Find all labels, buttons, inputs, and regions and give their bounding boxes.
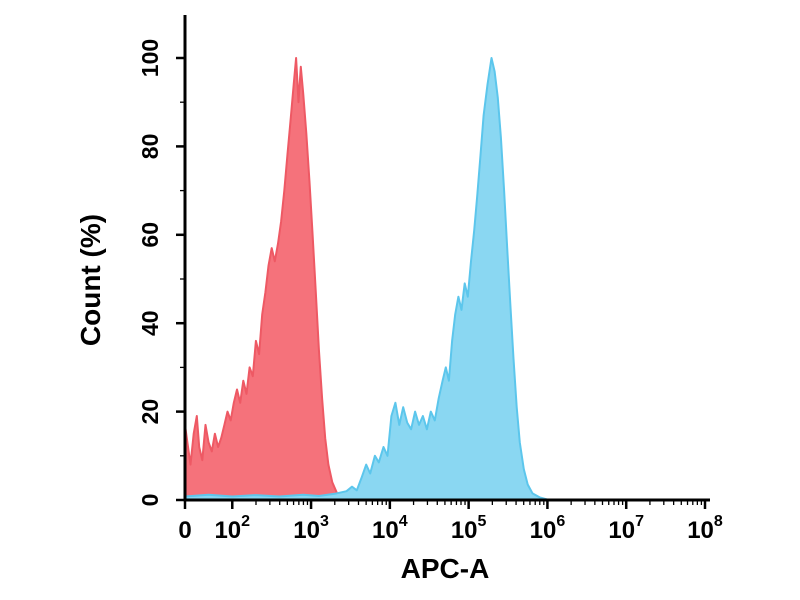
x-tick-label: 103	[293, 513, 329, 544]
tick-label-layer: 0 102 103 104 105 106 107 108 0 20 40 60 80 100	[137, 39, 723, 544]
x-tick-label: 106	[530, 513, 566, 544]
y-tick-label: 100	[137, 39, 163, 77]
x-tick-label: 105	[451, 513, 487, 544]
y-tick-label: 60	[137, 222, 163, 248]
x-tick-label: 108	[687, 513, 723, 544]
series-layer	[184, 57, 550, 501]
x-tick-label: 102	[214, 513, 250, 544]
x-axis-title: APC-A	[401, 553, 490, 584]
red-control-histogram-curve	[184, 57, 352, 501]
y-tick-label: 40	[137, 310, 163, 336]
x-tick-label: 107	[608, 513, 644, 544]
y-axis-title: Count (%)	[75, 214, 106, 346]
tick-layer	[176, 56, 707, 509]
x-tick-label: 0	[178, 517, 191, 544]
y-tick-label: 20	[137, 399, 163, 425]
x-tick-label: 104	[372, 513, 408, 544]
y-tick-label: 80	[137, 134, 163, 160]
y-tick-label: 0	[137, 494, 163, 507]
blue-stained-histogram-curve	[184, 57, 550, 501]
